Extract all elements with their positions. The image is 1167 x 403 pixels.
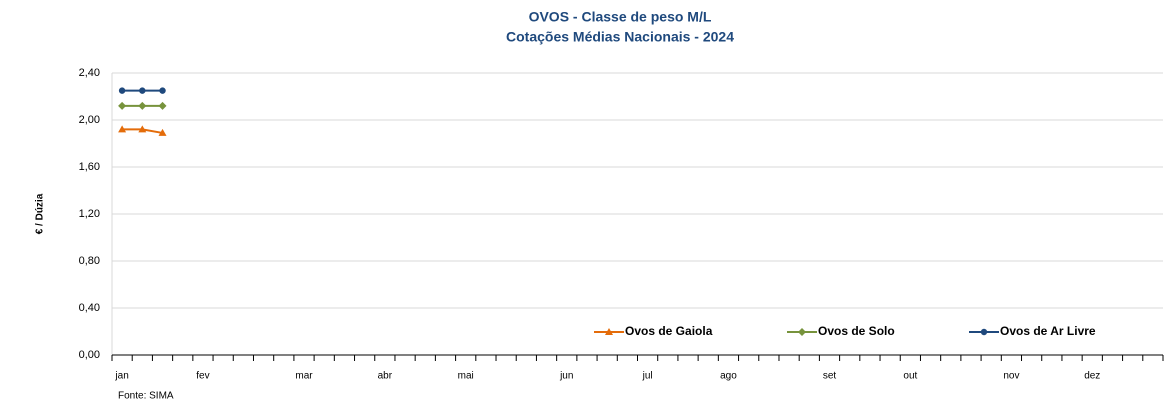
data-point <box>138 125 147 133</box>
data-point <box>158 128 167 136</box>
data-point <box>139 87 146 94</box>
chart-title: OVOS - Classe de peso M/L <box>529 9 712 25</box>
y-tick-label: 0,80 <box>79 255 100 267</box>
y-axis-label: € / Dúzia <box>35 193 46 234</box>
x-tick-label: out <box>903 371 917 382</box>
y-tick-label: 1,60 <box>79 161 100 173</box>
legend-label: Ovos de Solo <box>818 324 895 338</box>
y-tick-label: 2,00 <box>79 114 100 126</box>
legend-label: Ovos de Ar Livre <box>1000 324 1096 338</box>
legend-marker <box>798 328 806 336</box>
y-tick-label: 1,20 <box>79 208 100 220</box>
legend-marker <box>605 328 613 335</box>
x-tick-label: jul <box>642 371 653 382</box>
x-tick-label: mar <box>295 371 313 382</box>
y-tick-label: 0,40 <box>79 302 100 314</box>
chart-subtitle: Cotações Médias Nacionais - 2024 <box>506 29 734 45</box>
y-tick-label: 2,40 <box>79 67 100 79</box>
x-tick-label: jun <box>559 371 573 382</box>
data-point <box>118 125 127 133</box>
data-point <box>158 101 167 110</box>
x-tick-label: fev <box>196 371 209 382</box>
source: Fonte: SIMA <box>118 391 174 402</box>
legend-label: Ovos de Gaiola <box>625 324 713 338</box>
data-point <box>159 87 166 94</box>
x-tick-label: ago <box>720 371 737 382</box>
data-point <box>118 101 127 110</box>
data-point <box>138 101 147 110</box>
legend-marker <box>980 328 988 336</box>
x-tick-label: dez <box>1084 371 1100 382</box>
x-tick-label: mai <box>458 371 474 382</box>
y-tick-label: 0,00 <box>79 349 100 361</box>
x-tick-label: nov <box>1003 371 1019 382</box>
x-tick-label: set <box>823 371 837 382</box>
x-tick-label: jan <box>114 371 128 382</box>
data-point <box>118 87 126 94</box>
x-tick-label: abr <box>378 371 393 382</box>
